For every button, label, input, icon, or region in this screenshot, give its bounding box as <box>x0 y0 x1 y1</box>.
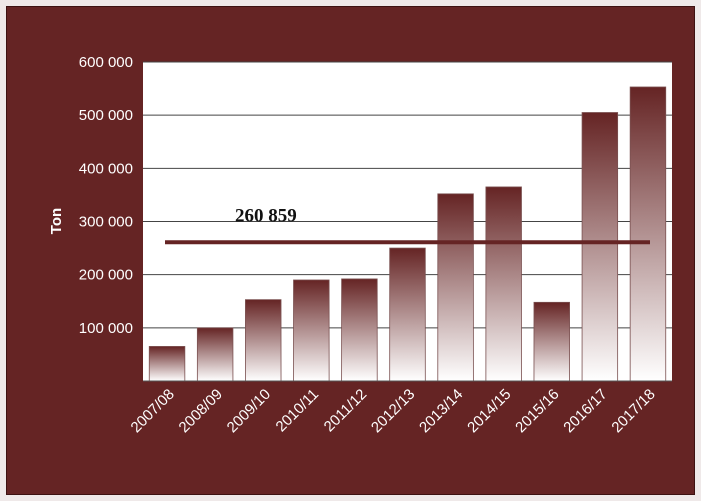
y-tick-label: 600 000 <box>79 54 133 71</box>
y-tick-label: 500 000 <box>79 107 133 124</box>
average-line-label: 260 859 <box>235 205 297 226</box>
bars <box>148 86 667 382</box>
x-tick-label: 2017/18 <box>608 386 658 436</box>
bar <box>196 327 234 382</box>
bar <box>533 301 570 382</box>
bar <box>485 186 522 382</box>
x-tick-label: 2010/11 <box>273 386 323 436</box>
x-tick-label: 2016/17 <box>560 386 610 436</box>
y-tick-label: 100 000 <box>79 320 133 337</box>
x-tick-label: 2007/08 <box>128 386 178 436</box>
x-tick-label: 2014/15 <box>464 386 514 436</box>
bar <box>581 112 619 382</box>
y-tick-label: 200 000 <box>79 267 133 284</box>
x-tick-label: 2015/16 <box>512 386 562 436</box>
x-tick-label: 2011/12 <box>321 386 371 436</box>
bar <box>148 346 186 382</box>
x-tick-label: 2013/14 <box>416 386 466 436</box>
y-axis-ticks: 600 000 500 000 400 000 300 000 200 000 100 0… <box>79 54 133 337</box>
bar <box>389 247 426 382</box>
x-axis-ticks: 2007/082008/092009/102010/112011/122012/… <box>128 386 659 436</box>
y-tick-label: 400 000 <box>79 160 133 177</box>
y-tick-label: 300 000 <box>79 214 133 231</box>
bar <box>437 193 474 382</box>
bar <box>341 278 378 382</box>
x-tick-label: 2009/10 <box>224 386 274 436</box>
bar <box>629 86 667 382</box>
bar <box>293 279 330 382</box>
x-tick-label: 2012/13 <box>368 386 418 436</box>
bar <box>245 299 282 382</box>
x-tick-label: 2008/09 <box>176 386 226 436</box>
y-axis-title: Ton <box>48 208 65 234</box>
